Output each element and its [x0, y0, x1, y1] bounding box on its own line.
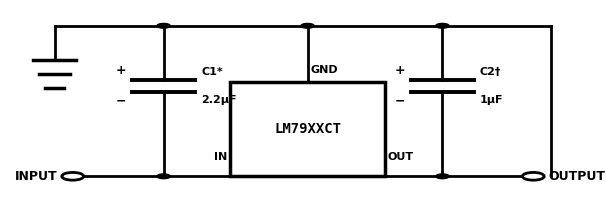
Text: 2.2μF: 2.2μF	[201, 95, 237, 105]
Text: −: −	[395, 95, 405, 108]
Bar	[230, 82, 385, 176]
Text: +: +	[115, 64, 126, 77]
Text: C2†: C2†	[480, 67, 501, 77]
Circle shape	[436, 23, 449, 28]
Text: INPUT: INPUT	[15, 170, 58, 183]
Text: −: −	[116, 95, 126, 108]
Circle shape	[522, 172, 544, 180]
Circle shape	[62, 172, 84, 180]
Circle shape	[157, 23, 170, 28]
Circle shape	[301, 23, 315, 28]
Text: IN: IN	[214, 152, 227, 162]
Circle shape	[157, 174, 170, 179]
Circle shape	[436, 174, 449, 179]
Text: 1μF: 1μF	[480, 95, 504, 105]
Text: OUTPUT: OUTPUT	[548, 170, 605, 183]
Text: OUT: OUT	[388, 152, 414, 162]
Text: GND: GND	[311, 65, 338, 75]
Text: LM79XXCT: LM79XXCT	[274, 122, 341, 136]
Text: C1*: C1*	[201, 67, 223, 77]
Text: +: +	[394, 64, 405, 77]
